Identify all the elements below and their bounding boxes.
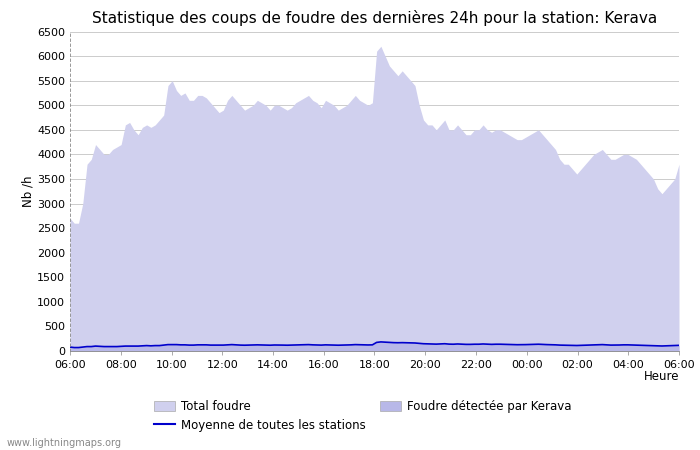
Title: Statistique des coups de foudre des dernières 24h pour la station: Kerava: Statistique des coups de foudre des dern… [92, 10, 657, 26]
Text: www.lightningmaps.org: www.lightningmaps.org [7, 438, 122, 448]
Text: Heure: Heure [643, 370, 679, 383]
Legend: Total foudre, Moyenne de toutes les stations, Foudre détectée par Kerava: Total foudre, Moyenne de toutes les stat… [149, 395, 576, 436]
Y-axis label: Nb /h: Nb /h [21, 176, 34, 207]
